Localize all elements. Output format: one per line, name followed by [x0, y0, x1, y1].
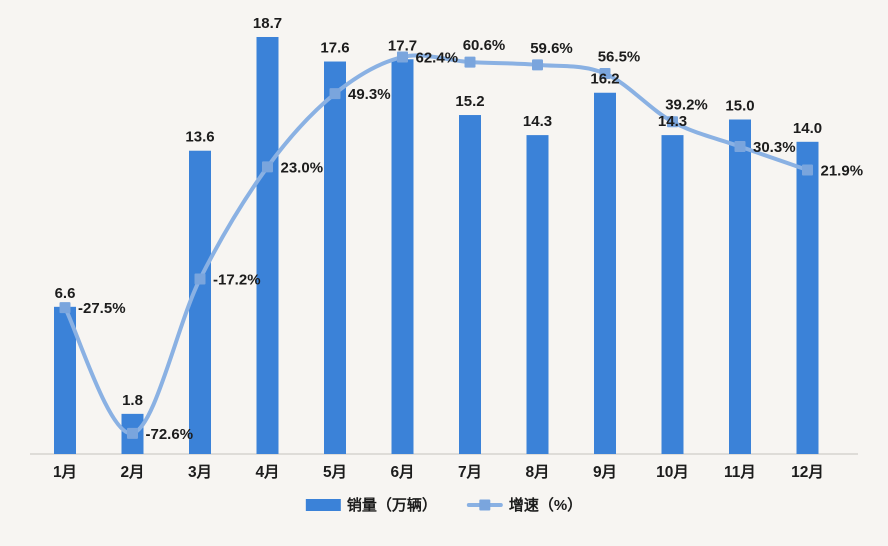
line-marker-5月: [329, 88, 341, 100]
x-axis-label-5月: 5月: [323, 463, 347, 481]
line-marker-3月: [194, 273, 206, 285]
bar-4月: [256, 36, 279, 455]
line-series-swatch: [466, 499, 503, 510]
line-marker-11月: [734, 141, 746, 153]
x-axis-label-8月: 8月: [525, 463, 549, 481]
growth-value-label-3月: -17.2%: [213, 271, 261, 288]
growth-value-label-1月: -27.5%: [78, 300, 126, 317]
bar-11月: [729, 119, 751, 454]
line-marker-8月: [532, 59, 543, 71]
line-marker-1月: [59, 302, 71, 314]
growth-value-label-12月: 21.9%: [821, 162, 864, 179]
growth-value-label-10月: 39.2%: [665, 97, 708, 114]
bar-1月: [54, 306, 76, 454]
x-axis-label-4月: 4月: [255, 463, 279, 481]
bar-value-label-7月: 15.2: [455, 93, 484, 110]
bar-3月: [189, 150, 211, 454]
line-marker-12月: [802, 164, 813, 176]
bar-12月: [796, 141, 819, 455]
growth-value-label-2月: -72.6%: [146, 426, 194, 443]
bar-value-label-5月: 17.6: [320, 40, 349, 57]
growth-value-label-7月: 60.6%: [463, 37, 506, 54]
growth-value-label-5月: 49.3%: [348, 86, 391, 103]
legend-item-growth: 增速（%）: [466, 494, 583, 515]
growth-value-label-8月: 59.6%: [530, 40, 573, 57]
line-marker-6月: [397, 51, 408, 63]
bar-6月: [391, 59, 414, 454]
x-axis-label-1月: 1月: [53, 463, 77, 481]
legend-label-sales: 销量（万辆）: [346, 497, 437, 514]
growth-value-label-9月: 56.5%: [598, 49, 641, 66]
legend-item-sales: 销量（万辆）: [305, 494, 437, 515]
x-axis-label-9月: 9月: [593, 463, 617, 481]
bar-value-label-6月: 17.7: [388, 37, 417, 54]
bar-value-label-4月: 18.7: [253, 15, 282, 32]
x-axis-label-12月: 12月: [791, 463, 824, 481]
x-axis-label-7月: 7月: [458, 463, 482, 481]
bar-value-label-8月: 14.3: [523, 113, 552, 130]
legend-label-growth: 增速（%）: [508, 497, 583, 514]
bar-value-label-2月: 1.8: [122, 392, 143, 409]
bar-7月: [459, 115, 481, 454]
bar-value-label-1月: 6.6: [55, 285, 76, 302]
x-axis-label-10月: 10月: [656, 463, 689, 481]
x-axis-label-2月: 2月: [120, 463, 144, 481]
bar-8月: [526, 135, 549, 455]
x-axis-label-3月: 3月: [188, 463, 212, 481]
bar-10月: [661, 135, 684, 455]
growth-value-label-4月: 23.0%: [281, 159, 324, 176]
line-marker-10月: [667, 116, 678, 128]
bar-value-label-3月: 13.6: [185, 129, 214, 146]
bar-series-swatch: [305, 498, 341, 511]
chart-legend: 销量（万辆） 增速（%）: [305, 494, 583, 515]
sales-growth-combo-chart: 6.6 1.8 13.6 18.7 17.6 17.7 15.2 14.3 16.2 14.3 15…: [30, 15, 864, 481]
line-marker-7月: [464, 56, 476, 68]
growth-value-label-6月: 62.4%: [416, 50, 459, 67]
growth-value-label-11月: 30.3%: [753, 139, 796, 156]
bar-value-label-11月: 15.0: [725, 98, 754, 115]
line-marker-9月: [599, 68, 611, 80]
line-marker-2月: [127, 427, 138, 439]
bar-value-label-10月: 14.3: [658, 113, 687, 130]
line-marker-4月: [262, 161, 273, 173]
x-axis-label-6月: 6月: [390, 463, 414, 481]
bar-9月: [594, 92, 616, 455]
bar-5月: [324, 61, 346, 455]
x-axis-label-11月: 11月: [724, 463, 756, 481]
bar-value-label-9月: 16.2: [590, 71, 619, 88]
line-marker-swatch: [479, 499, 491, 510]
bar-value-label-12月: 14.0: [793, 120, 822, 137]
